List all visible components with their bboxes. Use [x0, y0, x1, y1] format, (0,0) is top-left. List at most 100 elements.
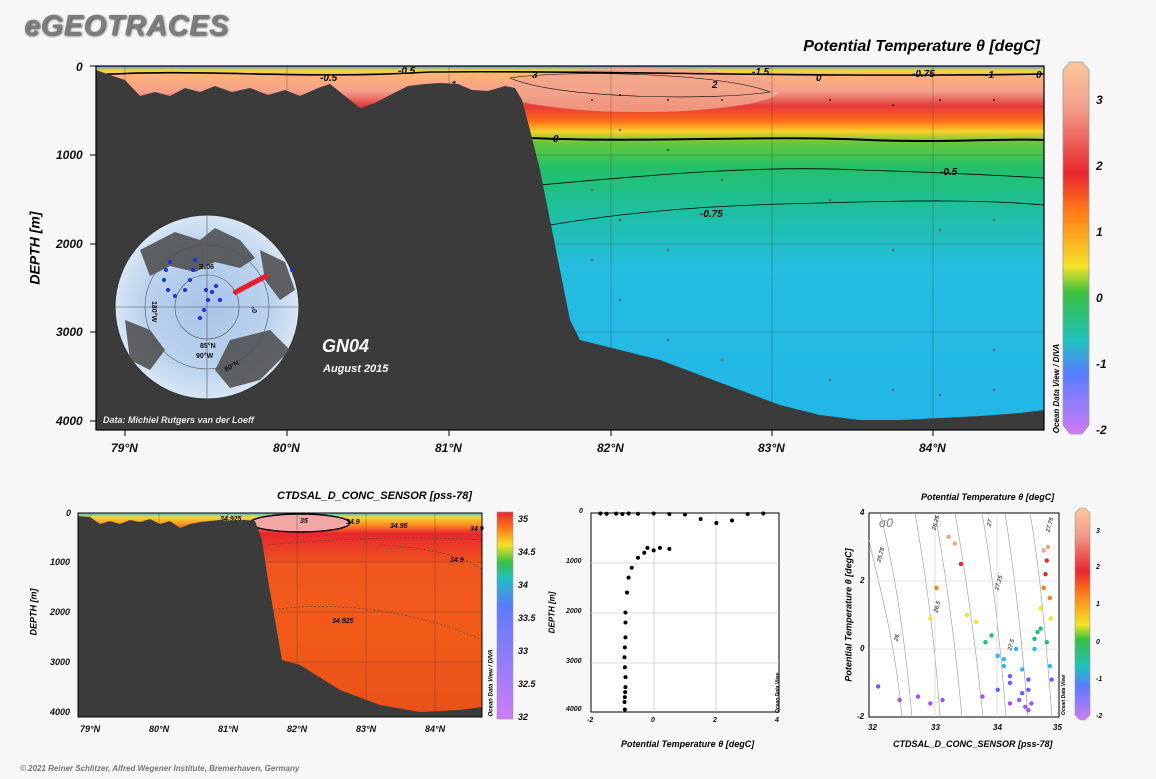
- ts-ytick-2: 2: [860, 576, 865, 585]
- profile-point: [623, 635, 628, 640]
- ts-cbar-tick-2: 2: [1096, 564, 1100, 571]
- ts-point: [1020, 691, 1025, 696]
- ts-cbar-tick-m1: -1: [1096, 676, 1103, 683]
- ts-point: [875, 684, 881, 689]
- sal-cbar-tick-32.5: 32.5: [518, 679, 536, 689]
- profile-xlabel: Potential Temperature θ [degC]: [621, 739, 755, 749]
- app-logo: eGEOTRACES: [24, 10, 229, 42]
- ts-point: [1007, 701, 1013, 706]
- temp-cbar-tick-2: 2: [1096, 159, 1103, 173]
- profile-grid: [591, 513, 779, 712]
- profile-point: [730, 518, 734, 523]
- sal-ytick-3000: 3000: [50, 657, 71, 667]
- gn04-track: [232, 272, 270, 296]
- ts-point: [934, 585, 939, 590]
- main-xtick-82: 82°N: [597, 441, 624, 455]
- svg-text:2: 2: [711, 80, 718, 91]
- sal-cbar-tick-34.5: 34.5: [518, 547, 536, 557]
- ts-point: [1001, 657, 1007, 662]
- main-ytick-4000: 4000: [56, 414, 83, 428]
- ts-ylabel: Potential Temperature θ [degC]: [843, 548, 854, 682]
- ts-point: [974, 619, 979, 624]
- ts-point: [1026, 708, 1031, 713]
- svg-text:-0.5: -0.5: [940, 167, 958, 178]
- main-ticks: [90, 65, 934, 436]
- ts-point: [1032, 646, 1037, 652]
- profile-point: [623, 690, 628, 695]
- ts-point: [1048, 616, 1054, 621]
- ts-xtick-33: 33: [931, 723, 940, 732]
- salinity-title: CTDSAL_D_CONC_SENSOR [pss-78]: [277, 490, 472, 502]
- sal-xtick-80: 80°N: [149, 724, 170, 734]
- ts-cbar-tick-3: 3: [1096, 528, 1100, 535]
- ts-xtick-34: 34: [993, 723, 1002, 732]
- svg-text:180°W: 180°W: [150, 301, 158, 322]
- profile-points: [598, 511, 766, 712]
- sal-xtick-81: 81°N: [218, 724, 239, 734]
- ts-point: [1007, 674, 1013, 679]
- main-xtick-84: 84°N: [919, 441, 946, 455]
- ts-point: [1001, 663, 1007, 669]
- salinity-grid: [78, 513, 482, 717]
- sal-ytick-4000: 4000: [50, 707, 71, 717]
- ts-point: [958, 561, 964, 567]
- temp-cbar-tick-m2: -2: [1096, 423, 1107, 437]
- profile-point: [625, 590, 630, 595]
- svg-text:34.9: 34.9: [470, 526, 484, 533]
- main-contours: [95, 70, 1045, 226]
- svg-text:1: 1: [451, 80, 457, 91]
- ts-point: [983, 640, 988, 645]
- ts-ytick-m2: -2: [857, 712, 865, 721]
- profile-point: [745, 511, 750, 516]
- profile-xtick-2: 2: [713, 717, 717, 724]
- svg-text:-1: -1: [985, 70, 994, 81]
- ts-point: [1023, 704, 1028, 709]
- ts-xtick-32: 32: [868, 723, 877, 732]
- profile-point: [683, 512, 687, 517]
- svg-text:34.925: 34.925: [220, 516, 242, 523]
- ts-point: [940, 697, 945, 703]
- ts-point: [1044, 558, 1049, 563]
- ts-point: [1043, 572, 1048, 577]
- sal-cbar-tick-32: 32: [518, 712, 529, 722]
- cruise-label: GN04: [322, 336, 370, 356]
- temp-cbar-tick-m1: -1: [1096, 357, 1107, 371]
- main-xtick-80: 80°N: [273, 441, 300, 455]
- svg-text:0: 0: [1036, 70, 1042, 81]
- svg-text:0: 0: [816, 73, 822, 84]
- profile-point: [636, 511, 640, 516]
- sal-ytick-0: 0: [66, 508, 72, 518]
- svg-text:34.9: 34.9: [346, 519, 360, 526]
- seafloor-land: [96, 70, 1044, 430]
- profile-ytick-4000: 4000: [566, 706, 582, 713]
- main-frame: [95, 65, 1045, 431]
- temp-cbar-tick-1: 1: [1096, 225, 1103, 239]
- svg-text:-0.5: -0.5: [320, 73, 338, 84]
- sal-ytick-1000: 1000: [50, 557, 71, 567]
- svg-text:35: 35: [300, 518, 308, 525]
- svg-text:0°: 0°: [251, 306, 259, 313]
- ts-point: [1026, 677, 1031, 682]
- profile-point: [623, 685, 628, 690]
- salinity-field: [78, 513, 482, 717]
- ts-point: [1016, 697, 1022, 703]
- svg-text:-1.5: -1.5: [752, 67, 770, 78]
- profile-ytick-3000: 3000: [566, 658, 582, 665]
- ts-point: [1045, 544, 1051, 550]
- sal-ytick-2000: 2000: [50, 607, 71, 617]
- sal-xtick-83: 83°N: [356, 724, 377, 734]
- ts-point: [928, 616, 933, 621]
- contour-label-0: 0: [553, 134, 559, 145]
- main-chart-title: Potential Temperature θ [degC]: [803, 38, 1040, 55]
- temperature-field: [96, 66, 1044, 430]
- ts-point: [1044, 640, 1049, 645]
- ts-point: [1007, 680, 1013, 686]
- profile-point: [698, 516, 703, 521]
- profile-point: [623, 675, 628, 680]
- profile-point: [667, 546, 672, 551]
- profile-point: [626, 575, 631, 580]
- profile-point: [629, 565, 634, 570]
- ts-point: [915, 694, 921, 699]
- svg-text:90°W: 90°W: [196, 352, 214, 360]
- ts-point: [964, 612, 970, 618]
